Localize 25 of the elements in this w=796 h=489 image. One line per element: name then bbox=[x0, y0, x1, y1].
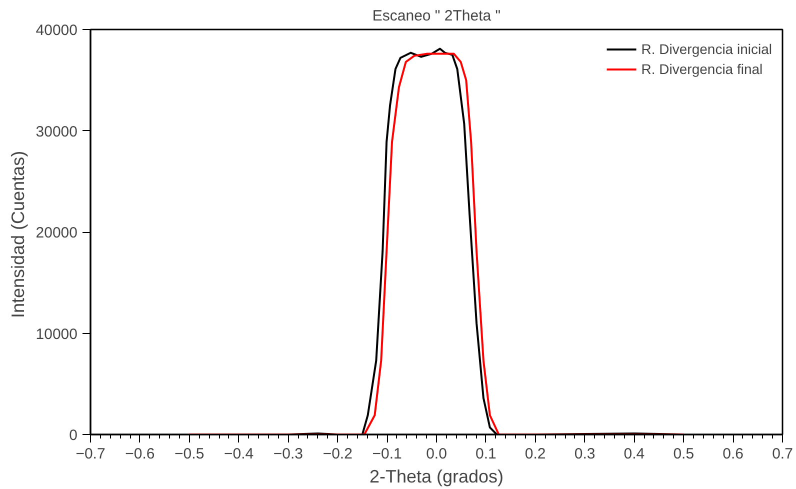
y-tick-label: 40000 bbox=[36, 22, 78, 39]
y-tick-label: 20000 bbox=[36, 224, 78, 242]
x-tick-label: 0.6 bbox=[722, 446, 744, 462]
x-tick-label: −0.1 bbox=[372, 446, 402, 462]
x-tick-label: −0.6 bbox=[125, 446, 155, 462]
x-tick-label: 0.7 bbox=[772, 446, 793, 462]
x-tick-label: 0.2 bbox=[524, 446, 546, 462]
legend-label: R. Divergencia inicial bbox=[641, 41, 772, 57]
x-tick-label: −0.3 bbox=[273, 446, 304, 462]
legend-label: R. Divergencia final bbox=[641, 61, 763, 77]
y-tick-label: 30000 bbox=[36, 123, 78, 140]
x-tick-label: 0.4 bbox=[624, 446, 645, 462]
x-tick-label: 0.1 bbox=[476, 446, 496, 462]
x-tick-label: −0.5 bbox=[174, 446, 204, 462]
y-tick-label: 0 bbox=[69, 427, 78, 444]
x-tick-label: 0.3 bbox=[574, 446, 596, 462]
y-tick-label: 10000 bbox=[36, 326, 78, 343]
x-tick-label: −0.7 bbox=[76, 446, 106, 462]
y-axis-title: Intensidad (Cuentas) bbox=[8, 150, 28, 318]
x-tick-label: 0.0 bbox=[426, 446, 447, 462]
x-tick-label: 0.5 bbox=[673, 446, 694, 462]
x-axis-title: 2-Theta (grados) bbox=[369, 466, 504, 486]
x-tick-label: −0.4 bbox=[224, 446, 254, 462]
chart-title: Escaneo " 2Theta " bbox=[372, 8, 501, 24]
x-tick-label: −0.2 bbox=[322, 446, 352, 462]
